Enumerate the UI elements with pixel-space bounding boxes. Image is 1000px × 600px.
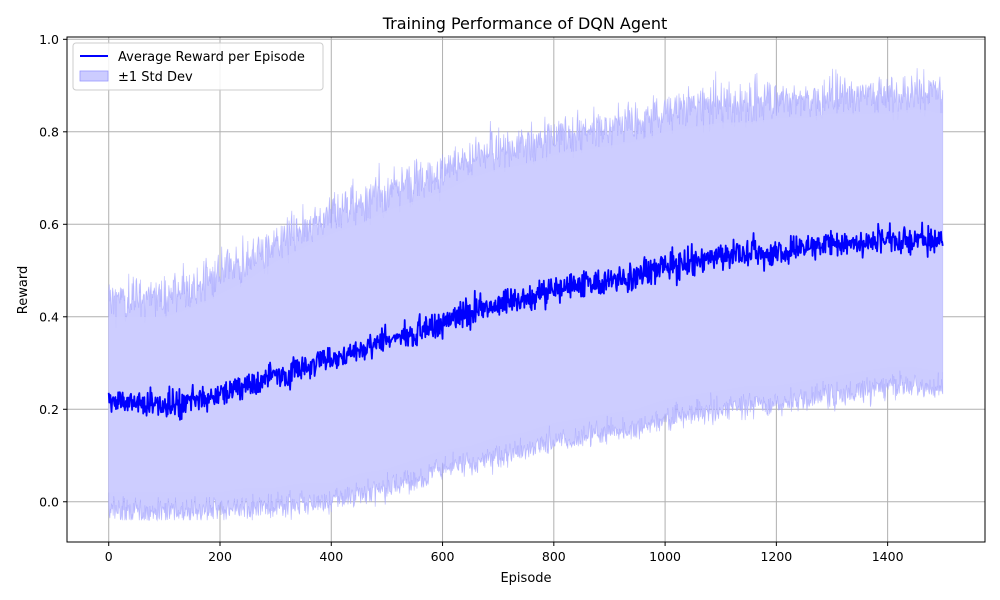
- x-tick-label: 1000: [649, 549, 681, 564]
- legend-band-swatch: [79, 70, 109, 82]
- y-tick-label: 0.0: [39, 494, 59, 509]
- x-axis-ticks: 0 200 400 600 800 1000 1200 1400: [105, 542, 904, 564]
- legend-label-average-reward: Average Reward per Episode: [118, 50, 305, 65]
- x-tick-label: 800: [542, 549, 566, 564]
- legend-box: [72, 42, 324, 91]
- average-reward-line: [107, 221, 944, 421]
- chart-title: Training Performance of DQN Agent: [382, 14, 668, 33]
- x-tick-label: 1400: [872, 549, 904, 564]
- y-axis-ticks: 0.0 0.2 0.4 0.6 0.8 1.0: [39, 32, 67, 509]
- x-tick-label: 1200: [760, 549, 792, 564]
- plot-frame: [66, 36, 986, 543]
- x-tick-label: 400: [319, 549, 343, 564]
- plot-content: [107, 68, 944, 522]
- x-axis-label: Episode: [500, 571, 551, 586]
- y-tick-label: 0.8: [39, 124, 59, 139]
- y-axis-label: Reward: [16, 266, 31, 314]
- y-tick-label: 0.2: [39, 402, 59, 417]
- x-tick-label: 600: [431, 549, 455, 564]
- x-tick-label: 0: [105, 549, 113, 564]
- legend-label-std-dev: ±1 Std Dev: [118, 70, 193, 85]
- x-tick-label: 200: [208, 549, 232, 564]
- legend: Average Reward per Episode ±1 Std Dev: [72, 42, 324, 91]
- y-tick-label: 0.4: [39, 309, 59, 324]
- y-tick-label: 0.6: [39, 217, 59, 232]
- y-tick-label: 1.0: [39, 32, 59, 47]
